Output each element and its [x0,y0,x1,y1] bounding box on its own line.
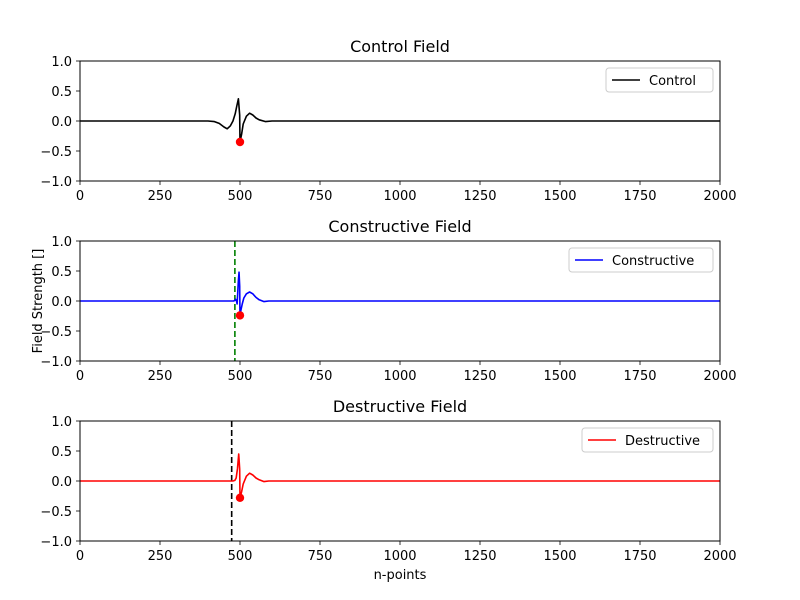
legend: Control [605,67,714,93]
x-tick-label: 0 [76,189,84,204]
y-tick-label: 1.0 [51,55,72,70]
x-tick-label: 1500 [543,369,576,384]
x-tick-label: 2000 [703,549,736,564]
axes-frame [79,60,721,182]
y-tick-label: −0.5 [40,145,72,160]
series-line-control [80,98,720,143]
x-tick-label: 0 [76,369,84,384]
y-tick-label: 1.0 [51,415,72,430]
y-tick-label: 0.0 [51,475,72,490]
axes-frame [79,420,721,542]
x-tick-label: 750 [308,549,333,564]
series-line-constructive [80,271,720,317]
x-tick-label: 1000 [383,189,416,204]
subplot-title: Constructive Field [328,217,471,236]
subplot-3: Destructive Field 0 250 500 750 1000 1250 1500 1… [40,397,736,583]
y-tick-label: −1.0 [40,535,72,550]
y-tick-label: 0.5 [51,85,72,100]
y-tick-label: 0.5 [51,265,72,280]
data-marker [235,311,245,320]
y-axis-label: Field Strength [] [31,249,46,354]
x-tick-label: 1250 [463,189,496,204]
x-tick-label: 1250 [463,549,496,564]
x-tick-label: 250 [148,369,173,384]
x-tick-label: 250 [148,189,173,204]
x-tick-label: 1000 [383,369,416,384]
data-marker [235,137,245,147]
subplot-title: Destructive Field [333,397,467,416]
x-tick-label: 1750 [623,189,656,204]
x-axis-label: n-points [374,568,427,583]
subplot-2: Constructive Field 0 250 500 750 1000 1250 1500… [31,217,737,384]
legend-label: Control [649,74,696,89]
y-tick-label: −0.5 [40,325,72,340]
y-tick-label: 1.0 [51,235,72,250]
legend-box [581,427,714,453]
x-tick-label: 750 [308,189,333,204]
legend-box [568,247,714,273]
legend: Destructive [581,427,714,453]
axes-frame [79,240,721,362]
legend-label: Destructive [625,434,700,449]
y-tick-label: 0.0 [51,115,72,130]
x-tick-label: 1500 [543,549,576,564]
y-tick-label: 0.0 [51,295,72,310]
y-tick-label: 0.5 [51,445,72,460]
x-tick-label: 0 [76,549,84,564]
legend: Constructive [568,247,714,273]
series-line-destructive [80,453,720,499]
x-tick-label: 1750 [623,549,656,564]
x-tick-label: 500 [228,189,253,204]
x-tick-label: 2000 [703,189,736,204]
x-tick-label: 1500 [543,189,576,204]
x-tick-label: 2000 [703,369,736,384]
legend-label: Constructive [612,254,694,269]
x-tick-label: 500 [228,549,253,564]
y-tick-label: −1.0 [40,175,72,190]
y-tick-label: −1.0 [40,355,72,370]
subplot-1: Control Field 0 250 500 750 1000 1250 1500 1750 2… [40,37,736,204]
x-tick-label: 1000 [383,549,416,564]
x-tick-label: 250 [148,549,173,564]
x-tick-label: 1250 [463,369,496,384]
data-marker [235,493,245,502]
x-tick-label: 500 [228,369,253,384]
x-tick-label: 1750 [623,369,656,384]
y-tick-label: −0.5 [40,505,72,520]
subplot-title: Control Field [350,37,450,56]
legend-box [605,67,714,93]
x-tick-label: 750 [308,369,333,384]
